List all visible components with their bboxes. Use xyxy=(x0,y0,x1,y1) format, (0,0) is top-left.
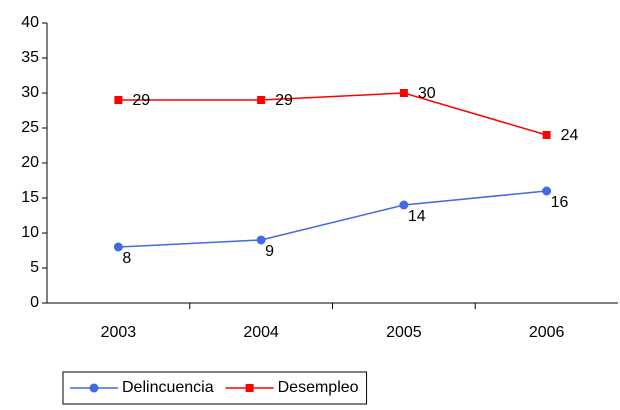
point xyxy=(113,242,123,252)
point xyxy=(257,96,266,104)
data-label: 8 xyxy=(122,250,131,267)
point xyxy=(542,186,552,196)
data-label: 24 xyxy=(561,127,579,144)
point xyxy=(542,131,551,139)
data-label: 29 xyxy=(132,92,150,109)
y-tick-label: 30 xyxy=(21,84,39,101)
data-label: 29 xyxy=(275,92,293,109)
line xyxy=(118,92,547,136)
point xyxy=(114,96,123,104)
line xyxy=(118,190,547,248)
legend-label: Delincuencia xyxy=(122,379,214,396)
y-tick-label: 15 xyxy=(21,189,39,206)
data-label: 14 xyxy=(408,208,426,225)
point xyxy=(399,200,409,210)
x-tick-label: 2004 xyxy=(243,324,279,341)
data-label: 9 xyxy=(265,243,274,260)
point xyxy=(256,235,266,245)
y-tick-label: 25 xyxy=(21,119,39,136)
x-tick-label: 2003 xyxy=(101,324,137,341)
data-label: 16 xyxy=(551,194,569,211)
x-tick-label: 2005 xyxy=(386,324,422,341)
point xyxy=(399,89,408,97)
legend-marker xyxy=(89,383,99,393)
data-label: 30 xyxy=(418,85,436,102)
y-tick-label: 20 xyxy=(21,154,39,171)
legend-marker xyxy=(245,384,254,392)
legend-box xyxy=(62,371,368,405)
y-tick-label: 0 xyxy=(30,294,39,311)
y-tick-label: 10 xyxy=(21,224,39,241)
y-tick-label: 5 xyxy=(30,259,39,276)
y-tick-label: 35 xyxy=(21,49,39,66)
legend-label: Desempleo xyxy=(278,379,359,396)
x-tick-label: 2006 xyxy=(529,324,565,341)
y-tick-label: 40 xyxy=(21,14,39,31)
